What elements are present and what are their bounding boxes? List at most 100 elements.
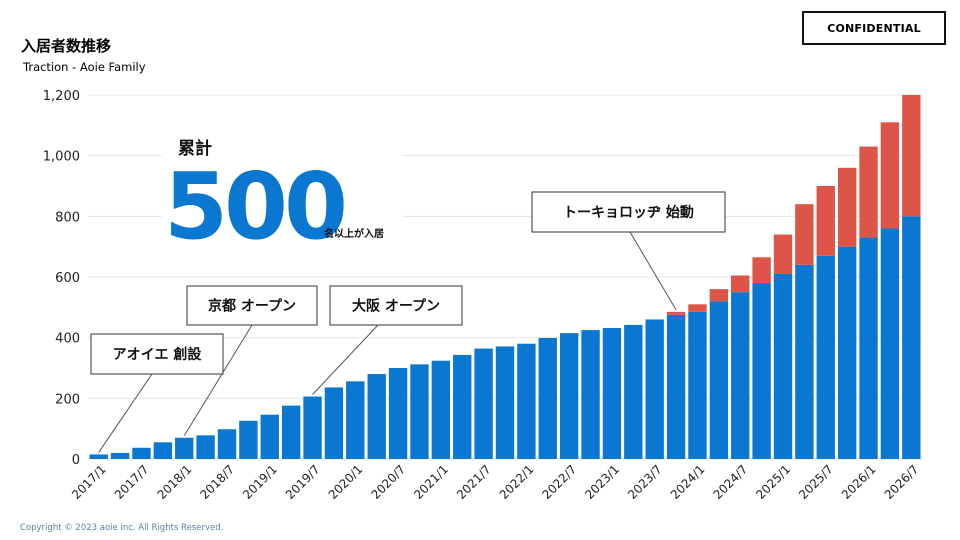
bar-actual [902,216,921,459]
copyright-text: Copyright © 2023 aoie inc. All Rights Re… [20,523,224,533]
bar-actual [217,429,237,459]
x-tick-label: 2025/7 [796,462,836,502]
bar-actual [495,346,515,459]
bar-actual [837,246,857,459]
chart-subtitle: Traction - Aoie Family [23,60,146,74]
y-tick-label: 1,200 [43,89,80,104]
bar-projected [795,204,814,265]
confidential-badge: CONFIDENTIAL [802,11,946,45]
stat-label: 累計 [178,138,212,159]
annotation-callout: 京都 オープン [186,285,318,326]
bar-actual [324,387,344,459]
x-tick-label: 2024/1 [668,462,708,502]
annotation-callout: トーキョロッヂ 始動 [531,191,726,233]
x-tick-label: 2024/7 [711,462,751,502]
bar-actual [645,319,664,459]
annotation-callout: アオイエ 創設 [90,333,224,375]
annotation-box [90,333,224,375]
annotation-leader-line [312,324,379,395]
bar-actual [859,237,878,459]
x-tick-label: 2023/7 [625,462,665,502]
x-tick-label: 2026/7 [882,462,922,502]
bars [89,95,921,459]
y-tick-label: 0 [72,453,80,468]
x-tick-label: 2022/7 [540,462,580,502]
annotation-leader-line [183,324,253,437]
y-axis: 0 200 400 600 800 1,000 1,200 [43,89,80,468]
y-tick-label: 800 [55,210,80,225]
bar-projected [837,167,857,247]
bar-actual [688,311,707,459]
x-axis: 2017/1 2017/7 2018/1 2018/7 2019/1 2019/7 2020… [69,462,921,502]
x-tick-label: 2023/1 [582,462,622,502]
bar-actual [559,333,579,459]
x-tick-label: 2021/1 [411,462,451,502]
annotation-text: 大阪 オープン [352,298,440,315]
bar-projected [666,311,686,315]
x-tick-label: 2018/1 [155,462,195,502]
annotation-box [531,191,726,233]
bar-actual [239,420,258,459]
bar-actual [132,447,151,459]
stat-unit: 名以上が入居 [324,227,384,240]
x-tick-label: 2021/7 [454,462,494,502]
annotation-box [329,285,463,326]
stat-value: 500 [164,153,344,260]
x-tick-label: 2020/1 [326,462,366,502]
bar-projected [880,122,900,229]
x-tick-label: 2022/1 [497,462,537,502]
bar-actual [153,442,173,459]
bar-projected [773,234,793,274]
stat-backdrop [162,138,402,248]
bar-actual [303,396,322,459]
bar-actual [89,454,108,459]
y-tick-label: 200 [55,392,80,407]
bar-projected [731,275,750,293]
bar-actual [602,327,622,459]
x-tick-label: 2026/1 [839,462,879,502]
annotation-text: アオイエ 創設 [113,346,203,363]
y-tick-label: 1,000 [43,150,80,165]
x-tick-label: 2019/1 [240,462,280,502]
bar-actual [709,301,729,459]
x-tick-label: 2019/7 [283,462,323,502]
bar-projected [688,304,707,312]
bar-actual [474,348,493,459]
annotation-leader-line [98,373,153,453]
bar-actual [581,330,600,459]
bar-actual [666,314,686,459]
annotation-callout: 大阪 オープン [329,285,463,326]
annotation-text: トーキョロッヂ 始動 [563,204,694,221]
bar-actual [346,381,365,459]
bar-actual [367,374,386,459]
bar-actual [388,368,408,459]
annotations: アオイエ 創設 京都 オープン 大阪 オープン トーキョロッヂ 始動 [90,191,726,453]
bar-actual [175,437,194,459]
bar-actual [880,228,900,459]
x-tick-label: 2020/7 [368,462,408,502]
bar-actual [773,273,793,459]
bar-projected [752,257,771,284]
bar-actual [260,414,279,459]
chart-title: 入居者数推移 [21,37,112,55]
annotation-text: 京都 オープン [208,298,296,315]
bar-actual [731,292,750,459]
cumulative-stat: 累計 500 名以上が入居 [162,138,402,260]
bar-actual [453,354,472,459]
x-tick-label: 2025/1 [753,462,793,502]
bar-actual [795,264,814,459]
annotation-leader-line [629,231,677,311]
bar-actual [538,337,557,459]
x-tick-label: 2017/1 [69,462,109,502]
bar-actual [517,343,536,459]
bar-actual [110,452,130,459]
bar-actual [624,324,643,459]
bar-projected [816,186,835,256]
bar-actual [281,405,301,459]
bar-actual [816,255,835,459]
x-tick-label: 2018/7 [197,462,237,502]
y-tick-label: 400 [55,332,80,347]
x-tick-label: 2017/7 [112,462,152,502]
annotation-box [186,285,318,326]
